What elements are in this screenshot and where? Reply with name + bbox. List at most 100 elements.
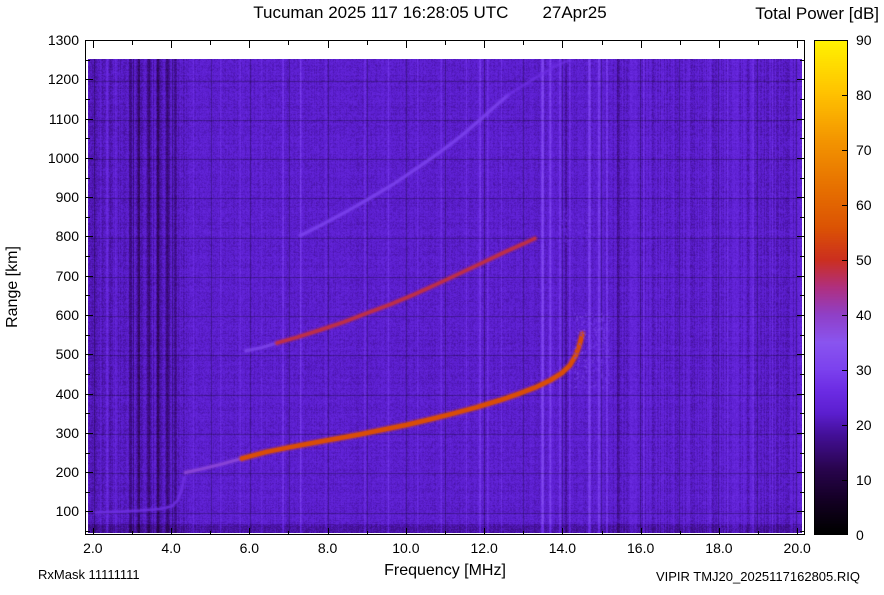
- x-tick-top: [523, 41, 524, 45]
- colorbar-tick-label: 10: [856, 472, 872, 488]
- x-tick-label: 12.0: [470, 540, 498, 556]
- y-tick-right: [797, 236, 804, 237]
- y-tick-right: [797, 276, 804, 277]
- y-tick-left: [86, 354, 93, 355]
- x-tick-bottom: [523, 531, 524, 535]
- colorbar-tick: [842, 40, 847, 41]
- x-tick-label: 4.0: [161, 540, 181, 556]
- y-tick-left: [86, 394, 93, 395]
- x-tick-bottom: [132, 531, 133, 535]
- y-tick-right: [797, 433, 804, 434]
- y-tick-left: [86, 511, 93, 512]
- y-tick-left: [86, 178, 90, 179]
- x-tick-top: [328, 41, 329, 48]
- y-tick-label: 600: [55, 307, 79, 323]
- x-tick-top: [562, 41, 563, 48]
- y-tick-left: [86, 295, 90, 296]
- y-tick-left: [86, 158, 93, 159]
- colorbar-tick-label: 60: [856, 197, 872, 213]
- colorbar-tick-label: 20: [856, 417, 872, 433]
- y-tick-right: [800, 413, 804, 414]
- y-tick-left: [86, 276, 93, 277]
- x-tick-label: 20.0: [783, 540, 811, 556]
- y-tick-right: [797, 119, 804, 120]
- y-tick-left: [86, 315, 93, 316]
- y-tick-left: [86, 433, 93, 434]
- y-tick-right: [797, 394, 804, 395]
- colorbar: [814, 40, 848, 535]
- y-tick-right: [797, 79, 804, 80]
- x-tick-label: 10.0: [392, 540, 420, 556]
- y-tick-right: [797, 354, 804, 355]
- y-tick-right: [800, 531, 804, 532]
- y-tick-label: 1100: [48, 110, 79, 127]
- colorbar-tick: [842, 480, 847, 481]
- x-tick-bottom: [93, 528, 94, 535]
- x-tick-bottom: [562, 528, 563, 535]
- x-tick-top: [641, 41, 642, 48]
- colorbar-tick-label: 40: [856, 307, 872, 323]
- colorbar-tick-label: 80: [856, 87, 872, 103]
- colorbar-gradient: [815, 41, 847, 534]
- colorbar-tick: [842, 150, 847, 151]
- y-tick-right: [800, 453, 804, 454]
- y-tick-right: [797, 197, 804, 198]
- x-tick-top: [249, 41, 250, 48]
- y-tick-left: [86, 197, 93, 198]
- x-tick-top: [288, 41, 289, 45]
- x-tick-label: 6.0: [239, 540, 260, 556]
- plot-area: [85, 40, 805, 535]
- y-tick-left: [86, 492, 90, 493]
- x-tick-label: 14.0: [548, 540, 577, 556]
- x-tick-top: [602, 41, 603, 45]
- x-tick-label: 8.0: [317, 540, 338, 556]
- y-tick-label: 900: [55, 189, 79, 206]
- x-tick-top: [210, 41, 211, 45]
- x-tick-bottom: [210, 531, 211, 535]
- y-tick-right: [800, 295, 804, 296]
- x-tick-top: [132, 41, 133, 45]
- y-tick-left: [86, 217, 90, 218]
- y-tick-right: [797, 40, 804, 41]
- colorbar-tick-label: 90: [856, 32, 872, 48]
- x-tick-bottom: [328, 528, 329, 535]
- y-tick-left: [86, 256, 90, 257]
- y-tick-left: [86, 60, 90, 61]
- x-tick-bottom: [288, 531, 289, 535]
- y-tick-right: [800, 60, 804, 61]
- x-tick-bottom: [484, 528, 485, 535]
- title-station-time: Tucuman 2025 117 16:28:05 UTC: [253, 3, 509, 22]
- x-tick-top: [758, 41, 759, 45]
- colorbar-tick: [842, 534, 847, 535]
- y-tick-label: 700: [55, 267, 79, 284]
- y-tick-label: 300: [55, 424, 79, 441]
- y-tick-label: 1000: [47, 149, 79, 166]
- y-axis-title: Range [km]: [4, 246, 21, 328]
- y-tick-right: [797, 315, 804, 316]
- y-tick-left: [86, 531, 90, 532]
- y-tick-label: 200: [55, 464, 79, 481]
- ionogram-heatmap: [88, 59, 802, 533]
- colorbar-tick: [842, 425, 847, 426]
- x-tick-label: 16.0: [627, 540, 655, 556]
- x-tick-top: [680, 41, 681, 45]
- y-tick-label: 800: [55, 228, 79, 245]
- x-tick-bottom: [719, 528, 720, 535]
- colorbar-tick-label: 50: [856, 252, 872, 268]
- x-tick-bottom: [797, 528, 798, 535]
- x-tick-bottom: [680, 531, 681, 535]
- y-tick-left: [86, 472, 93, 473]
- y-tick-label: 400: [55, 385, 79, 402]
- x-tick-top: [171, 41, 172, 48]
- colorbar-tick: [842, 370, 847, 371]
- y-tick-right: [800, 335, 804, 336]
- y-tick-right: [800, 492, 804, 493]
- x-tick-bottom: [406, 528, 407, 535]
- colorbar-tick: [842, 95, 847, 96]
- colorbar-tick: [842, 315, 847, 316]
- colorbar-tick-label: 30: [856, 362, 872, 378]
- x-axis-title: Frequency [MHz]: [384, 562, 506, 579]
- colorbar-title: Total Power [dB]: [755, 4, 879, 23]
- x-tick-label: 2.0: [83, 540, 103, 556]
